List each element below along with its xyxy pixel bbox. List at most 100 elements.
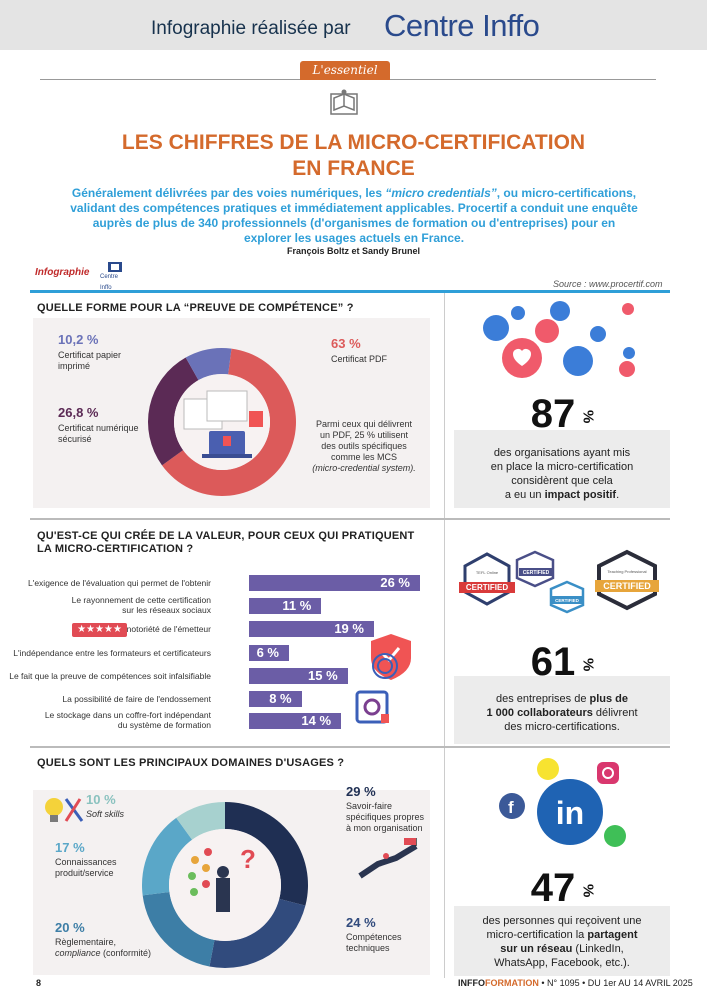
authors: François Boltz et Sandy Brunel bbox=[286, 246, 421, 256]
s3-item3-l2: compliance bbox=[55, 948, 101, 958]
s3-item0-label: Soft skills bbox=[86, 809, 125, 819]
s3-item1-l3: à mon organisation bbox=[346, 823, 423, 833]
badge-4-ribbon bbox=[595, 580, 659, 592]
stat3-line3b: sur un réseau bbox=[500, 943, 573, 955]
value-bar: 15 % bbox=[249, 668, 348, 684]
open-book-icon bbox=[330, 89, 358, 115]
stat3-number: 47 bbox=[530, 866, 576, 910]
heart-icon bbox=[535, 319, 559, 343]
value-bar-label: Le rayonnement de cette certification sur… bbox=[0, 595, 211, 615]
centre-inffo-small-logo: Centre Inffo bbox=[100, 262, 130, 291]
social-networks-illustration: f in bbox=[499, 758, 626, 847]
heart-shape bbox=[513, 349, 531, 366]
value-bar-row: Le fait que la preuve de compétences soi… bbox=[9, 668, 420, 685]
banner-brand-logo: Centre Inffo bbox=[384, 8, 540, 43]
s3-item3-l1: Règlementaire, bbox=[55, 937, 117, 947]
dot-4 bbox=[202, 864, 210, 872]
page-title-line2: EN FRANCE bbox=[292, 157, 415, 180]
stat2-line1a: des entreprises de bbox=[495, 693, 590, 705]
column-divider bbox=[444, 293, 445, 978]
like-icon-2 bbox=[550, 301, 570, 321]
form-donut-chart bbox=[148, 348, 296, 496]
s1-item1-label: Certificat numérique sécurisé bbox=[58, 423, 139, 445]
stat1-line4b: impact positif bbox=[544, 489, 617, 501]
usage-donut-chart: ? bbox=[142, 802, 308, 968]
page-title-line1: LES CHIFFRES DE LA MICRO-CERTIFICATION bbox=[121, 131, 586, 154]
s1-item1-pct: 26,8 % bbox=[58, 405, 99, 420]
heart-icon-small bbox=[622, 303, 634, 315]
whatsapp-icon bbox=[604, 825, 626, 847]
fingerprint-ring bbox=[372, 653, 398, 679]
intro-italic: “micro credentials” bbox=[385, 186, 497, 200]
stat3-text: des personnes qui reçoivent une micro-ce… bbox=[454, 914, 670, 970]
question-mark-icon: ? bbox=[240, 844, 256, 874]
s3-item4-label: Connaissances produit/service bbox=[55, 857, 117, 879]
stairs-flag-icon bbox=[358, 838, 418, 879]
padlock-icon bbox=[381, 714, 389, 723]
bulb-base bbox=[50, 815, 58, 822]
badge-3-text: CERTIFIED bbox=[555, 598, 580, 603]
s1-item1-l2: sécurisé bbox=[58, 434, 92, 444]
intro-paragraph: Généralement délivrées par des voies num… bbox=[68, 186, 640, 246]
stat3-value: 47% bbox=[454, 866, 670, 911]
value-bar: 8 % bbox=[249, 691, 302, 707]
donut1-slice-2 bbox=[185, 348, 232, 381]
facebook-f: f bbox=[508, 798, 514, 817]
value-bar: 11 % bbox=[249, 598, 322, 614]
social-reactions-illustration bbox=[483, 301, 635, 378]
stat2-line1b: plus de bbox=[589, 693, 629, 705]
person-figure bbox=[216, 878, 230, 912]
top-banner: Infographie réalisée par Centre Inffo bbox=[0, 0, 707, 50]
flag bbox=[404, 838, 416, 845]
stairs bbox=[358, 843, 418, 879]
pdf-note-4: comme les MCS bbox=[330, 452, 397, 462]
person-head bbox=[217, 866, 229, 878]
s3-item3-l3: (conformité) bbox=[100, 948, 152, 958]
stat1-line4c: . bbox=[616, 489, 620, 501]
section2-title-line1: QU'EST-CE QUI CRÉE DE LA VALEUR, POUR CE… bbox=[37, 530, 415, 542]
dot-2 bbox=[204, 848, 212, 856]
pdf-note-1: Parmi ceux qui délivrent bbox=[315, 419, 413, 429]
dot-3 bbox=[188, 872, 196, 880]
certificate-illustration bbox=[206, 390, 248, 422]
stat3-line1: des personnes qui reçoivent une bbox=[482, 915, 642, 927]
stat1-line1: des organisations ayant mis bbox=[493, 447, 631, 459]
stat2-value: 61% bbox=[454, 640, 670, 685]
value-bar-label: Le stockage dans un coffre-fort indépend… bbox=[0, 710, 211, 730]
instagram-lens bbox=[602, 767, 614, 779]
section2-title-line2: LA MICRO-CERTIFICATION ? bbox=[37, 543, 194, 555]
infographie-label: Infographie bbox=[35, 267, 90, 278]
percent-sign: % bbox=[579, 409, 597, 424]
badge-1-ribbon bbox=[459, 582, 515, 593]
donut2-slice-0 bbox=[225, 802, 308, 906]
badge-2-ribbon bbox=[519, 568, 553, 576]
page-number: 8 bbox=[36, 978, 42, 988]
facebook-icon bbox=[499, 793, 525, 819]
intro-text-2: , ou micro-certifications, validant des … bbox=[70, 186, 638, 245]
s3-item2-l2: techniques bbox=[346, 943, 390, 953]
stat1-line2: en place la micro-certification bbox=[490, 461, 634, 473]
section3-title: QUELS SONT LES PRINCIPAUX DOMAINES D'USA… bbox=[37, 757, 345, 769]
safe-body bbox=[355, 690, 389, 724]
pdf-file-icon bbox=[249, 411, 263, 427]
stat3-line2b: partagent bbox=[587, 929, 638, 941]
certified-badges-illustration: CERTIFIED TEFL Online CERTIFIED CERTIFIE… bbox=[459, 549, 659, 614]
value-bar-row: Le stockage dans un coffre-fort indépend… bbox=[30, 710, 420, 730]
heart-icon-2 bbox=[619, 361, 635, 377]
bulb bbox=[45, 798, 63, 816]
s3-item2-l1: Compétences bbox=[346, 932, 402, 942]
s1-item0-l2: imprimé bbox=[58, 361, 91, 371]
stat2-line3: des micro-certifications. bbox=[504, 721, 620, 733]
value-bar-label-line1: La notoriété de l'émetteur bbox=[114, 624, 211, 634]
centre-inffo-small-text: Centre Inffo bbox=[100, 274, 119, 291]
linkedin-text: in bbox=[556, 795, 584, 831]
value-bar: 6 % bbox=[249, 645, 289, 661]
stat1-line4a: a eu un bbox=[504, 489, 545, 501]
publication-footer: INFFOFORMATION • N° 1095 • DU 1er AU 14 … bbox=[458, 978, 693, 988]
value-bar-label-line1: Le stockage dans un coffre-fort indépend… bbox=[44, 710, 211, 720]
stat1-text: des organisations ayant mis en place la … bbox=[454, 446, 670, 502]
s1-item0-l1: Certificat papier bbox=[58, 350, 122, 360]
s3-item4-l2: produit/service bbox=[55, 868, 114, 878]
stat2-box bbox=[454, 676, 670, 744]
s3-item3-label: Règlementaire, compliance (conformité) bbox=[55, 937, 151, 959]
